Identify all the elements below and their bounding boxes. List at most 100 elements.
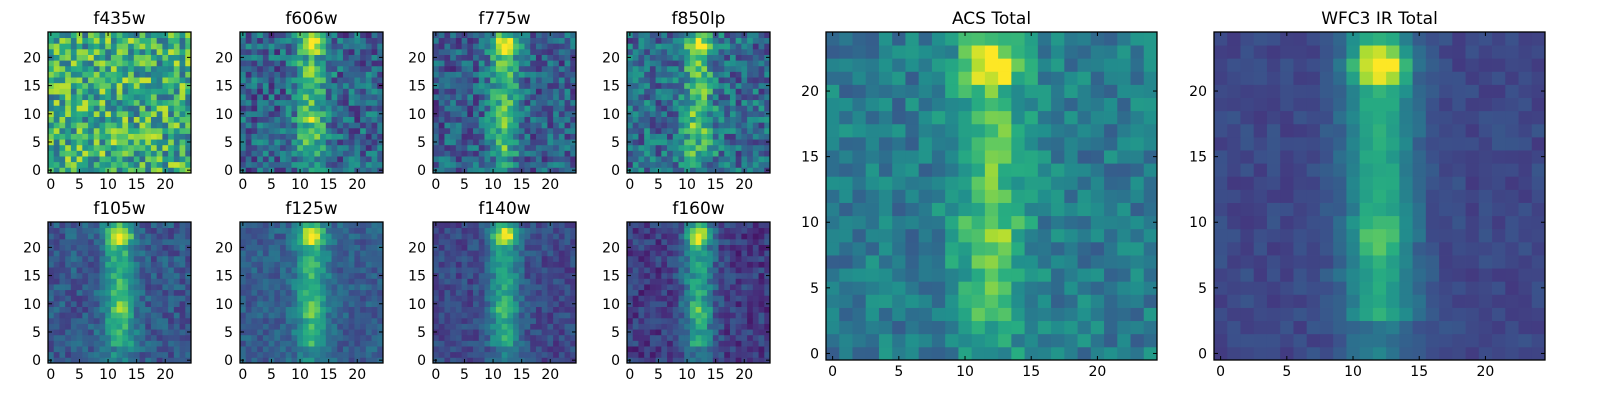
heatmap-cell	[632, 99, 639, 106]
heatmap-cell	[48, 284, 55, 291]
heatmap-cell	[65, 244, 72, 251]
heatmap-cell	[450, 60, 457, 67]
y-tick-label: 0	[611, 163, 620, 179]
heatmap-cell	[122, 312, 129, 319]
heatmap-cell	[741, 60, 748, 67]
heatmap-cell	[547, 346, 554, 353]
heatmap-cell	[65, 71, 72, 78]
heatmap-cell	[105, 295, 112, 302]
heatmap-cell	[280, 317, 287, 324]
heatmap-cell	[179, 54, 186, 61]
heatmap-cell	[513, 233, 520, 240]
heatmap-cell	[280, 43, 287, 50]
heatmap-cell	[354, 37, 361, 44]
heatmap-cell	[649, 99, 656, 106]
heatmap-cell	[718, 60, 725, 67]
x-tick-label: 0	[46, 367, 55, 383]
heatmap-cell	[371, 99, 378, 106]
heatmap-cell	[667, 329, 674, 336]
heatmap-cell	[110, 144, 118, 151]
heatmap-cell	[455, 122, 462, 129]
heatmap-cell	[99, 161, 106, 168]
heatmap-cell	[291, 278, 298, 285]
heatmap-cell	[570, 284, 577, 291]
heatmap-cell	[478, 300, 485, 307]
heatmap-cell	[632, 340, 639, 347]
heatmap-cell	[455, 99, 462, 106]
heatmap-cell	[116, 54, 123, 61]
heatmap-cell	[337, 37, 344, 44]
heatmap-cell	[105, 116, 112, 123]
heatmap-cell	[128, 244, 135, 251]
heatmap-cell	[438, 238, 445, 245]
heatmap-cell	[661, 284, 668, 291]
heatmap-cell	[93, 289, 100, 296]
heatmap-cell	[371, 312, 378, 319]
heatmap-cell	[331, 289, 338, 296]
heatmap-cell	[122, 255, 129, 262]
heatmap-cell	[649, 295, 656, 302]
heatmap-cell	[342, 267, 350, 274]
heatmap-cell	[360, 323, 367, 330]
heatmap-cell	[764, 32, 771, 39]
heatmap-cell	[274, 351, 281, 358]
heatmap-cell	[724, 116, 731, 123]
heatmap-cell	[139, 99, 146, 106]
heatmap-cell	[518, 88, 525, 95]
heatmap-cell	[280, 77, 287, 84]
heatmap-cell	[518, 250, 525, 257]
heatmap-cell	[638, 54, 645, 61]
heatmap-cell	[444, 82, 451, 89]
heatmap-cell	[455, 278, 462, 285]
heatmap-cell	[450, 340, 457, 347]
heatmap-cell	[729, 334, 737, 341]
heatmap-cell	[649, 139, 656, 146]
heatmap-cell	[661, 82, 668, 89]
heatmap-cell	[122, 346, 129, 353]
heatmap-cell	[461, 340, 468, 347]
heatmap-cell	[461, 312, 468, 319]
heatmap-cell	[93, 317, 100, 324]
heatmap-cell	[99, 233, 106, 240]
heatmap-cell	[712, 156, 719, 163]
heatmap-cell	[59, 48, 66, 55]
heatmap-cell	[291, 244, 298, 251]
heatmap-cell	[88, 122, 95, 129]
heatmap-cell	[53, 139, 60, 146]
heatmap-cell	[501, 312, 508, 319]
heatmap-cell	[139, 295, 146, 302]
heatmap-cell	[185, 48, 192, 55]
heatmap-cell	[162, 227, 169, 234]
heatmap-cell	[150, 272, 158, 279]
heatmap-cell	[433, 127, 440, 134]
heatmap-cell	[314, 244, 321, 251]
heatmap-cell	[490, 295, 497, 302]
heatmap-cell	[558, 306, 565, 313]
heatmap-cell	[320, 267, 327, 274]
heatmap-cell	[495, 278, 503, 285]
heatmap-cell	[495, 48, 503, 55]
heatmap-cell	[274, 306, 281, 313]
heatmap-cell	[262, 255, 269, 262]
heatmap-cell	[360, 32, 367, 39]
heatmap-cell	[360, 82, 367, 89]
heatmap-cell	[547, 267, 554, 274]
heatmap-cell	[150, 351, 158, 358]
heatmap-cell	[325, 110, 332, 117]
heatmap-cell	[461, 133, 468, 140]
heatmap-cell	[450, 323, 457, 330]
heatmap-cell	[274, 334, 281, 341]
heatmap-cell	[348, 317, 355, 324]
heatmap-cell	[461, 116, 468, 123]
heatmap-cell	[257, 340, 264, 347]
heatmap-cell	[371, 357, 378, 364]
heatmap-cell	[185, 306, 192, 313]
heatmap-cell	[365, 161, 372, 168]
heatmap-cell	[632, 289, 639, 296]
heatmap-cell	[99, 238, 106, 245]
heatmap-cell	[729, 346, 737, 353]
heatmap-cell	[297, 139, 304, 146]
heatmap-cell	[553, 272, 560, 279]
heatmap-cell	[444, 48, 451, 55]
